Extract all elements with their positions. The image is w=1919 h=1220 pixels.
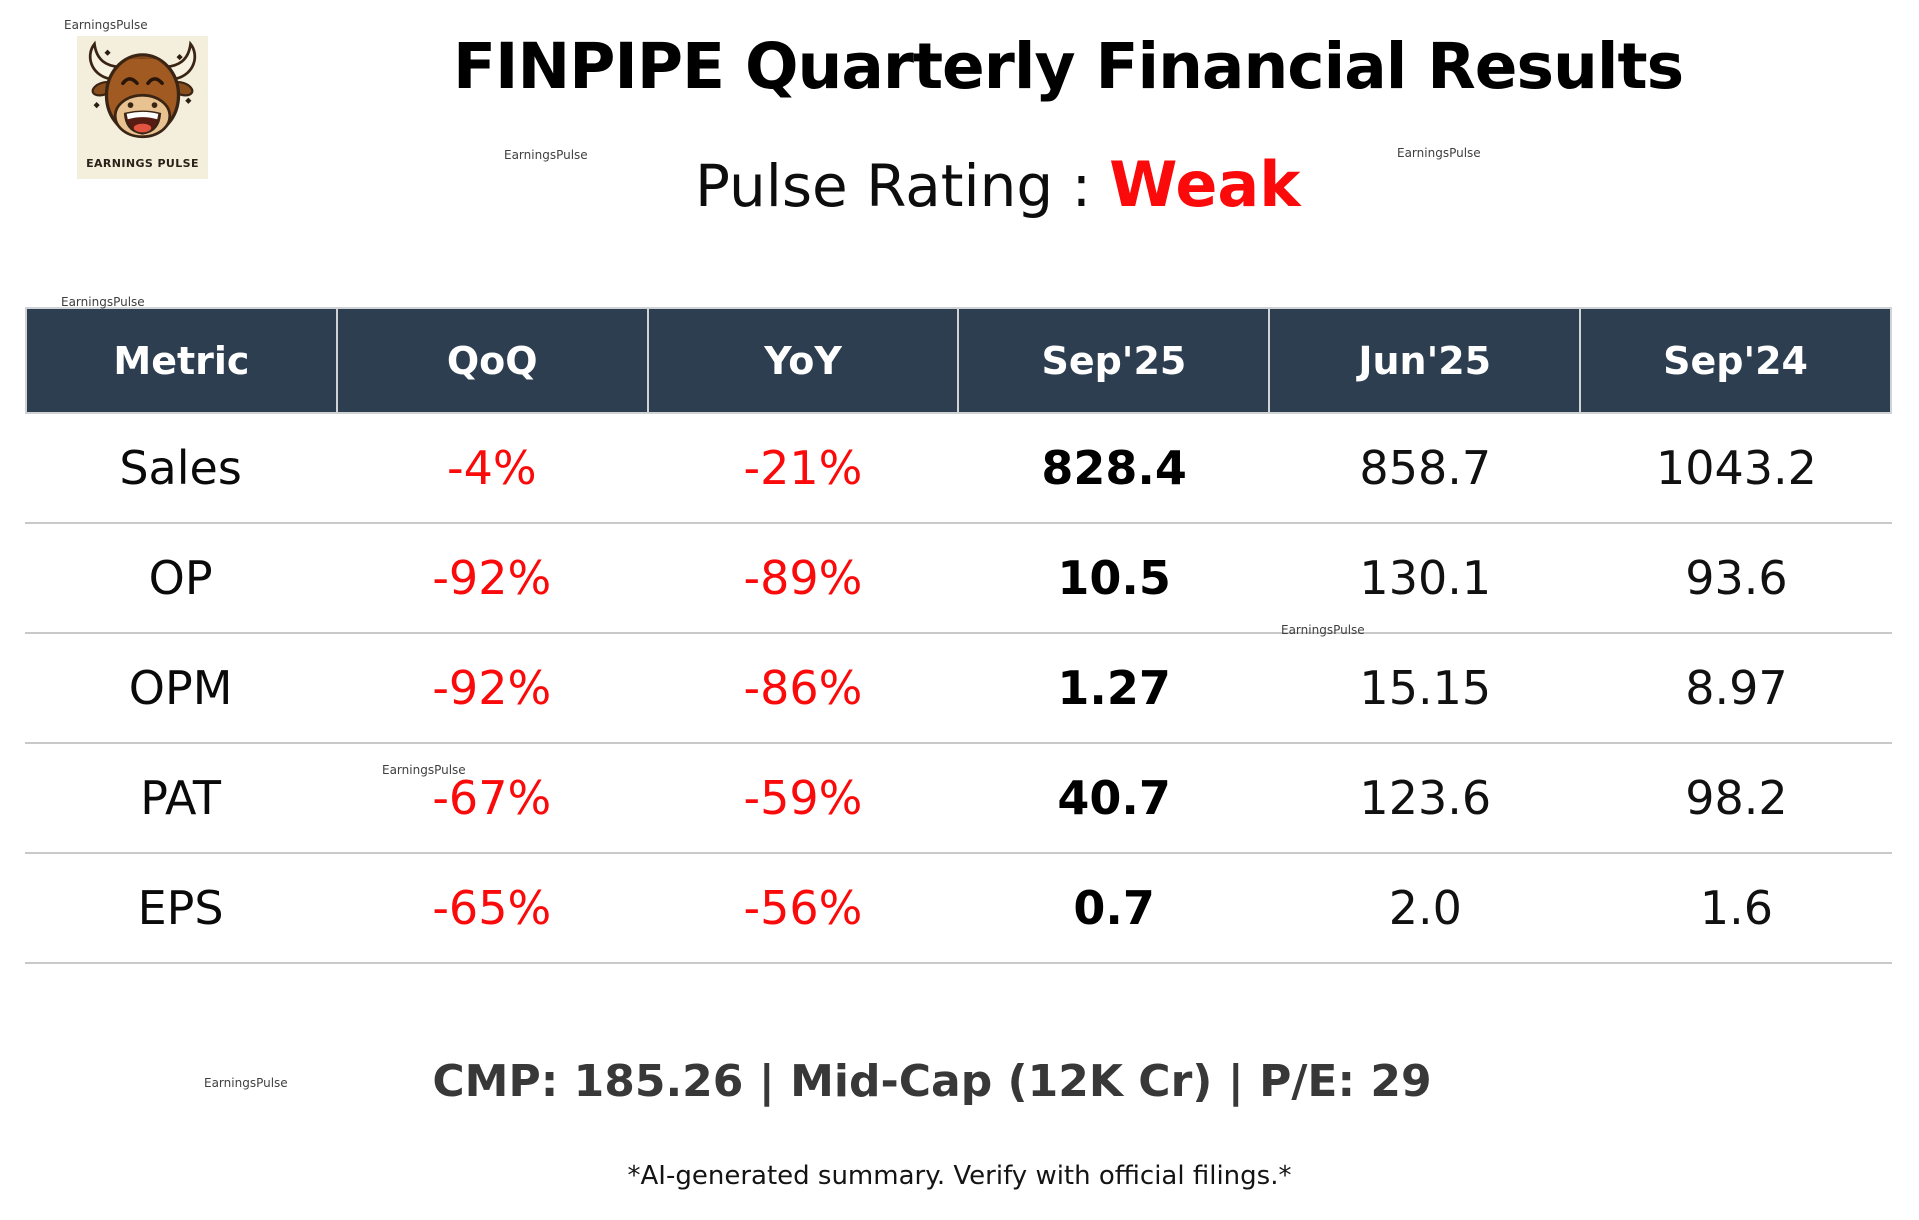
qoq-cell: -4%	[446, 441, 537, 495]
sep24-cell: 93.6	[1685, 551, 1788, 605]
column-header-sep25: Sep'25	[957, 309, 1268, 412]
watermark-text: EarningsPulse	[504, 148, 588, 162]
metric-cell: OP	[148, 551, 213, 605]
jun25-cell: 15.15	[1359, 661, 1492, 715]
watermark-text: EarningsPulse	[1397, 146, 1481, 160]
qoq-cell: -92%	[432, 551, 552, 605]
table-row: EPS -65% -56% 0.7 2.0 1.6	[25, 854, 1892, 964]
metric-cell: Sales	[119, 441, 242, 495]
table-header-row: Metric QoQ YoY Sep'25 Jun'25 Sep'24	[25, 307, 1892, 414]
page-title: FINPIPE Quarterly Financial Results	[453, 30, 1684, 103]
logo-label: EARNINGS PULSE	[86, 157, 199, 170]
sep24-cell: 98.2	[1685, 771, 1788, 825]
sep25-cell: 10.5	[1057, 551, 1171, 605]
earnings-pulse-logo: EARNINGS PULSE	[77, 36, 208, 179]
column-header-qoq: QoQ	[335, 309, 647, 412]
watermark-text: EarningsPulse	[1281, 623, 1365, 637]
jun25-cell: 2.0	[1388, 881, 1462, 935]
metric-cell: PAT	[140, 771, 221, 825]
watermark-text: EarningsPulse	[382, 763, 466, 777]
column-header-sep24: Sep'24	[1579, 309, 1890, 412]
metric-cell: OPM	[128, 661, 233, 715]
watermark-text: EarningsPulse	[204, 1076, 288, 1090]
yoy-cell: -89%	[743, 551, 863, 605]
table-row: OP -92% -89% 10.5 130.1 93.6	[25, 524, 1892, 634]
yoy-cell: -56%	[743, 881, 863, 935]
metric-cell: EPS	[137, 881, 224, 935]
table-row: PAT -67% -59% 40.7 123.6 98.2	[25, 744, 1892, 854]
yoy-cell: -59%	[743, 771, 863, 825]
yoy-cell: -86%	[743, 661, 863, 715]
table-row: OPM -92% -86% 1.27 15.15 8.97	[25, 634, 1892, 744]
jun25-cell: 858.7	[1359, 441, 1492, 495]
sep25-cell: 0.7	[1073, 881, 1155, 935]
yoy-cell: -21%	[743, 441, 863, 495]
sep24-cell: 1.6	[1699, 881, 1774, 935]
sep24-cell: 1043.2	[1655, 441, 1817, 495]
disclaimer-text: *AI-generated summary. Verify with offic…	[627, 1161, 1292, 1191]
column-header-yoy: YoY	[646, 309, 958, 412]
cmp-summary-line: CMP: 185.26 | Mid-Cap (12K Cr) | P/E: 29	[432, 1056, 1432, 1107]
qoq-cell: -65%	[432, 881, 552, 935]
qoq-cell: -67%	[432, 771, 552, 825]
qoq-cell: -92%	[432, 661, 552, 715]
column-header-jun25: Jun'25	[1268, 309, 1579, 412]
bull-icon	[88, 40, 197, 139]
pulse-rating-value: Weak	[1109, 148, 1301, 221]
quarterly-results-table: Metric QoQ YoY Sep'25 Jun'25 Sep'24 Sale…	[25, 307, 1892, 964]
sep25-cell: 1.27	[1057, 661, 1171, 715]
sep25-cell: 40.7	[1057, 771, 1171, 825]
sep24-cell: 8.97	[1685, 661, 1788, 715]
jun25-cell: 123.6	[1359, 771, 1492, 825]
sep25-cell: 828.4	[1041, 441, 1187, 495]
column-header-metric: Metric	[113, 338, 250, 383]
pulse-rating-line: Pulse Rating : Weak	[695, 148, 1300, 221]
table-row: Sales -4% -21% 828.4 858.7 1043.2	[25, 414, 1892, 524]
watermark-text: EarningsPulse	[64, 18, 148, 32]
pulse-rating-label: Pulse Rating :	[695, 152, 1092, 220]
jun25-cell: 130.1	[1359, 551, 1492, 605]
watermark-text: EarningsPulse	[61, 295, 145, 309]
